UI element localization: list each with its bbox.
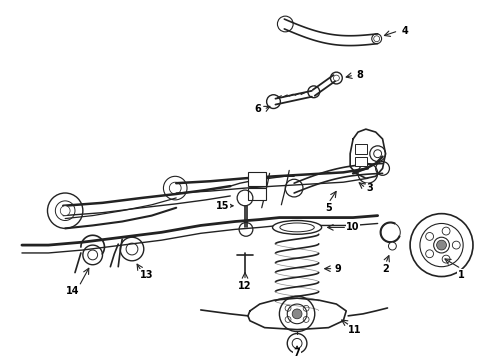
Ellipse shape	[280, 223, 314, 232]
Circle shape	[389, 242, 396, 250]
Bar	[355, 144, 367, 154]
Text: 14: 14	[66, 286, 80, 296]
Circle shape	[437, 240, 446, 250]
Ellipse shape	[272, 221, 321, 234]
Text: 4: 4	[402, 26, 409, 36]
Text: 2: 2	[382, 264, 389, 274]
Text: 13: 13	[140, 270, 153, 280]
Text: 12: 12	[238, 282, 252, 291]
Circle shape	[333, 75, 340, 81]
Circle shape	[374, 36, 380, 42]
Text: 10: 10	[346, 222, 360, 233]
Bar	[248, 172, 266, 186]
Text: 7: 7	[294, 348, 300, 358]
Circle shape	[292, 309, 302, 319]
Text: 8: 8	[357, 70, 364, 80]
Text: 15: 15	[216, 201, 229, 211]
Text: 9: 9	[335, 264, 342, 274]
Bar	[248, 188, 266, 200]
Text: 5: 5	[325, 203, 332, 213]
Text: 6: 6	[254, 104, 261, 114]
Text: 11: 11	[348, 325, 362, 334]
Bar	[355, 157, 367, 166]
Circle shape	[60, 206, 70, 216]
Text: 3: 3	[367, 183, 373, 193]
Text: 1: 1	[458, 270, 465, 280]
